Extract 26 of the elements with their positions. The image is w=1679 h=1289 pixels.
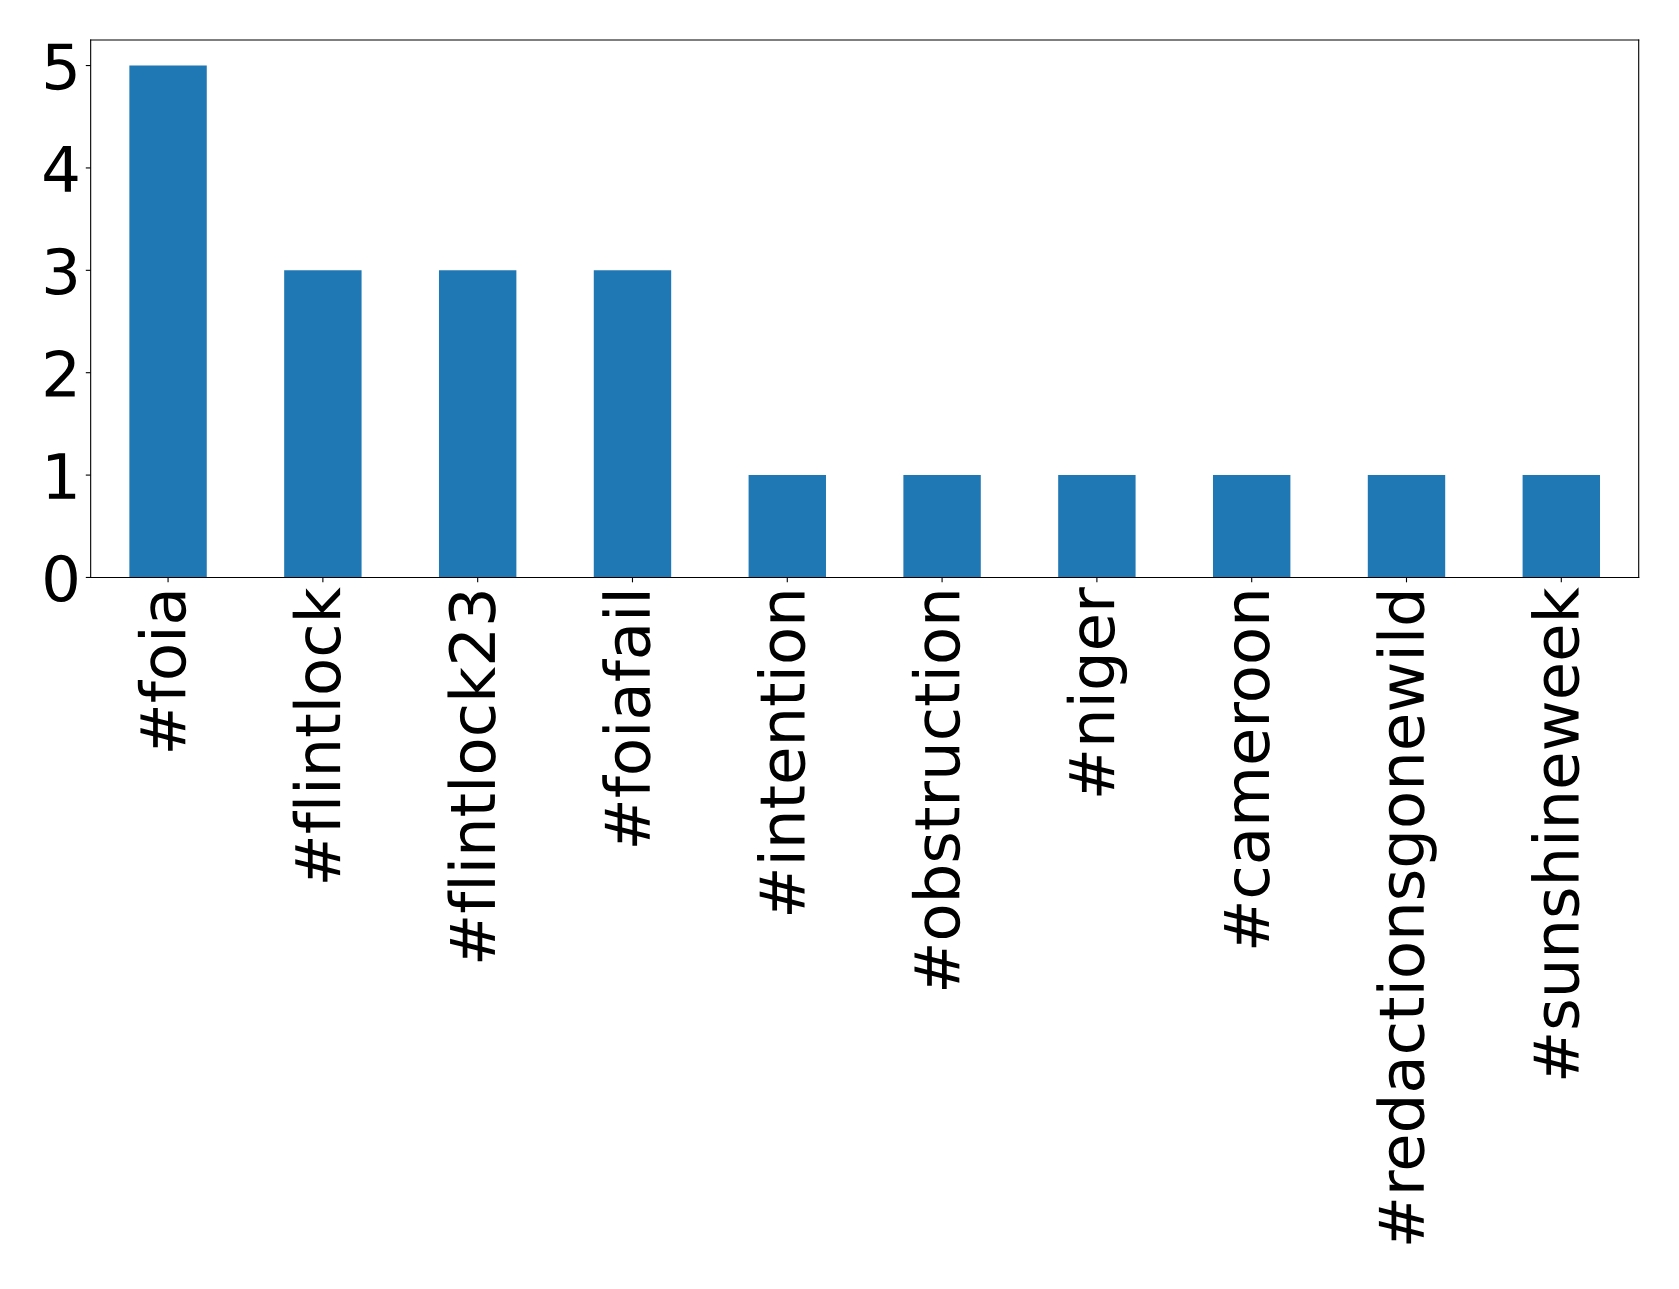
x-tick-label: #niger xyxy=(1066,587,1128,796)
bar xyxy=(1367,475,1446,578)
x-tick-label: #foiafail xyxy=(602,593,651,846)
x-tick-label: #flintlock23 xyxy=(447,592,496,962)
bar xyxy=(1058,475,1136,578)
x-tick-label: #obstruction xyxy=(911,592,961,990)
bar xyxy=(1212,475,1291,578)
y-tick-label: 5 xyxy=(46,43,76,91)
bar xyxy=(593,270,672,578)
bar xyxy=(284,270,362,578)
x-tick-label: #redactionsgonewild xyxy=(1376,592,1437,1244)
bar xyxy=(438,270,517,578)
x-tick-label: #cameroon xyxy=(1224,592,1270,948)
bar xyxy=(1522,475,1600,578)
x-tick-label: #flintlock xyxy=(292,587,342,882)
y-tick-label: 1 xyxy=(48,453,76,499)
y-tick-label: 2 xyxy=(45,350,75,397)
bar xyxy=(748,475,826,578)
y-tick-label: 4 xyxy=(44,146,78,192)
x-tick-label: #intention xyxy=(757,592,806,914)
bar xyxy=(903,475,981,578)
x-tick-label: #sunshineweek xyxy=(1531,587,1580,1079)
x-tick-label: #foia xyxy=(137,592,187,751)
y-tick-label: 0 xyxy=(45,554,77,603)
bar xyxy=(129,65,207,578)
y-tick-label: 3 xyxy=(45,247,76,295)
